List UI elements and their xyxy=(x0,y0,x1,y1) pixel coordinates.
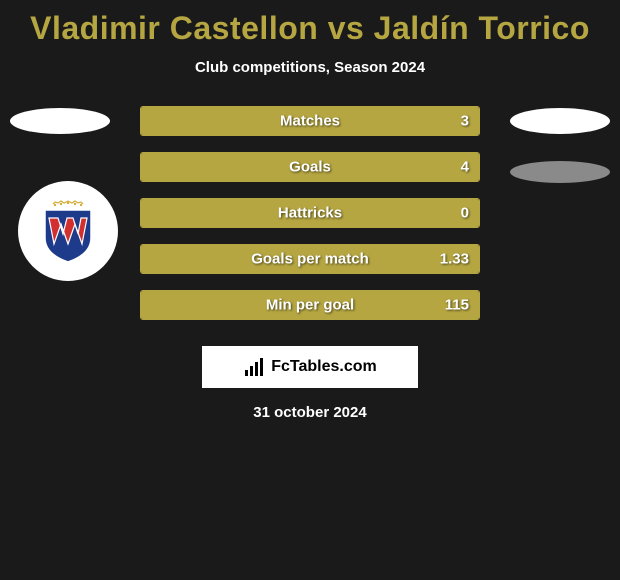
player-right-placeholder-2 xyxy=(510,161,610,183)
stat-bar-hattricks: Hattricks 0 xyxy=(140,198,480,228)
player-right-placeholder-1 xyxy=(510,108,610,134)
bar-label: Goals xyxy=(289,159,331,176)
bar-value: 0 xyxy=(461,205,469,222)
date-text: 31 october 2024 xyxy=(253,404,366,421)
stat-bar-goals-per-match: Goals per match 1.33 xyxy=(140,244,480,274)
bar-value: 115 xyxy=(445,297,469,314)
bar-value: 3 xyxy=(461,113,469,130)
stat-bar-matches: Matches 3 xyxy=(140,106,480,136)
bar-label: Goals per match xyxy=(251,251,369,268)
shield-icon xyxy=(33,196,103,266)
branding-text: FcTables.com xyxy=(271,358,377,376)
bar-label: Hattricks xyxy=(278,205,342,222)
bar-label: Matches xyxy=(280,113,340,130)
bar-value: 1.33 xyxy=(440,251,469,268)
club-logo xyxy=(18,181,118,281)
bar-label: Min per goal xyxy=(266,297,354,314)
stat-bar-goals: Goals 4 xyxy=(140,152,480,182)
stats-bars: Matches 3 Goals 4 Hattricks 0 Goals per … xyxy=(140,106,480,336)
player-left-placeholder-1 xyxy=(10,108,110,134)
page-title: Vladimir Castellon vs Jaldín Torrico xyxy=(0,0,620,47)
bar-value: 4 xyxy=(461,159,469,176)
bars-icon xyxy=(243,356,265,378)
stat-bar-min-per-goal: Min per goal 115 xyxy=(140,290,480,320)
branding-box: FcTables.com xyxy=(202,346,418,388)
subtitle: Club competitions, Season 2024 xyxy=(0,59,620,76)
